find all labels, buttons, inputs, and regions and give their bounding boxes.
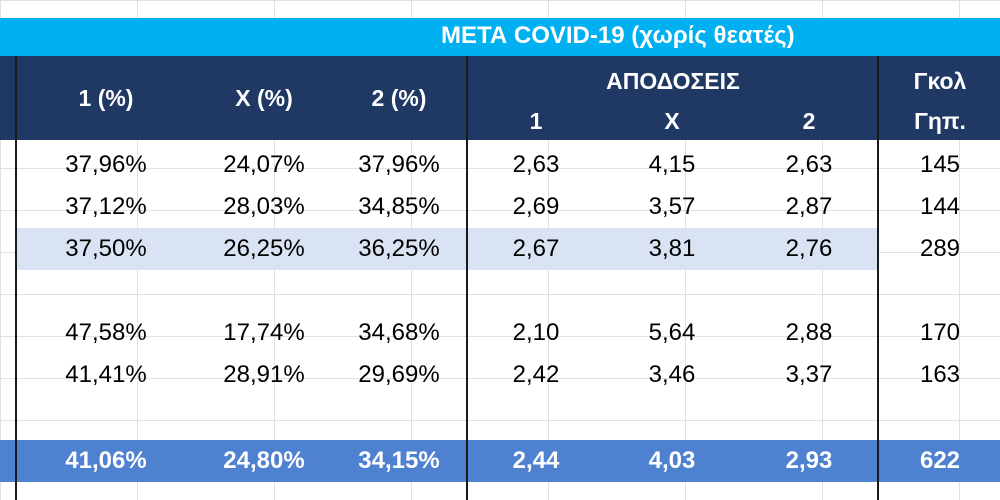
section-banner[interactable]: ΜΕΤΑ COVID-19 (χωρίς θεατές) [0,18,1000,56]
cell-odds-1[interactable]: 2,63 [512,151,560,178]
cell-home-win-pct[interactable]: 37,96% [65,151,147,178]
cell-odds-2[interactable]: 2,93 [785,447,833,474]
cell-home-win-pct[interactable]: 41,41% [65,361,147,388]
cell-away-win-pct[interactable]: 34,85% [358,193,440,220]
cell-draw-pct[interactable]: 26,25% [223,235,305,262]
header-goals-line1[interactable]: Γκολ [913,67,967,94]
table-row[interactable]: 41,41% 28,91% 29,69% 2,42 3,46 3,37 163 [0,354,1000,396]
cell-odds-2[interactable]: 3,37 [785,361,833,388]
header-odds-group[interactable]: ΑΠΟΔΟΣΕΙΣ [606,67,740,94]
table-row-total[interactable]: 41,06% 24,80% 34,15% 2,44 4,03 2,93 622 [0,440,1000,482]
table-row[interactable]: 47,58% 17,74% 34,68% 2,10 5,64 2,88 170 [0,312,1000,354]
cell-odds-2[interactable]: 2,76 [785,235,833,262]
table-header: 1 (%) Χ (%) 2 (%) ΑΠΟΔΟΣΕΙΣ 1 Χ 2 Γκολ Γ… [0,56,1000,140]
cell-odds-1[interactable]: 2,69 [512,193,560,220]
cell-away-win-pct[interactable]: 34,68% [358,319,440,346]
table-row[interactable]: 37,12% 28,03% 34,85% 2,69 3,57 2,87 144 [0,186,1000,228]
cell-away-win-pct[interactable]: 37,96% [358,151,440,178]
cell-home-win-pct[interactable]: 37,50% [65,235,147,262]
cell-odds-x[interactable]: 5,64 [648,319,696,346]
header-odds-1[interactable]: 1 [529,107,543,134]
header-goals-line2[interactable]: Γηπ. [914,107,966,134]
cell-draw-pct[interactable]: 28,91% [223,361,305,388]
cell-odds-x[interactable]: 4,15 [648,151,696,178]
header-away-win-pct[interactable]: 2 (%) [371,84,427,111]
goals-left-border [877,56,879,500]
cell-odds-1[interactable]: 2,44 [512,447,560,474]
cell-away-win-pct[interactable]: 36,25% [358,235,440,262]
left-border [15,56,17,500]
header-home-win-pct[interactable]: 1 (%) [78,84,134,111]
cell-odds-1[interactable]: 2,67 [512,235,560,262]
header-odds-2[interactable]: 2 [802,107,816,134]
cell-odds-x[interactable]: 3,46 [648,361,696,388]
cell-goals[interactable]: 622 [919,447,961,474]
cell-odds-x[interactable]: 3,81 [648,235,696,262]
cell-odds-x[interactable]: 3,57 [648,193,696,220]
cell-home-win-pct[interactable]: 47,58% [65,319,147,346]
cell-away-win-pct[interactable]: 29,69% [358,361,440,388]
header-odds-x[interactable]: Χ [664,107,680,134]
cell-odds-x[interactable]: 4,03 [648,447,696,474]
cell-goals[interactable]: 170 [919,319,961,346]
cell-home-win-pct[interactable]: 41,06% [65,447,147,474]
cell-away-win-pct[interactable]: 34,15% [358,447,440,474]
cell-odds-1[interactable]: 2,42 [512,361,560,388]
subtotal-fill [16,228,878,270]
cell-goals[interactable]: 144 [919,193,961,220]
table-row[interactable]: 37,96% 24,07% 37,96% 2,63 4,15 2,63 145 [0,144,1000,186]
banner-title: ΜΕΤΑ COVID-19 (χωρίς θεατές) [441,22,795,49]
cell-draw-pct[interactable]: 24,07% [223,151,305,178]
cell-odds-2[interactable]: 2,63 [785,151,833,178]
cell-odds-1[interactable]: 2,10 [512,319,560,346]
cell-goals[interactable]: 289 [919,235,961,262]
table-row-subtotal[interactable]: 37,50% 26,25% 36,25% 2,67 3,81 2,76 289 [0,228,1000,270]
cell-odds-2[interactable]: 2,88 [785,319,833,346]
cell-odds-2[interactable]: 2,87 [785,193,833,220]
cell-goals[interactable]: 145 [919,151,961,178]
cell-draw-pct[interactable]: 24,80% [223,447,305,474]
cell-draw-pct[interactable]: 28,03% [223,193,305,220]
cell-draw-pct[interactable]: 17,74% [223,319,305,346]
header-draw-pct[interactable]: Χ (%) [235,84,293,111]
cell-home-win-pct[interactable]: 37,12% [65,193,147,220]
cell-goals[interactable]: 163 [919,361,961,388]
odds-left-border [466,56,468,500]
